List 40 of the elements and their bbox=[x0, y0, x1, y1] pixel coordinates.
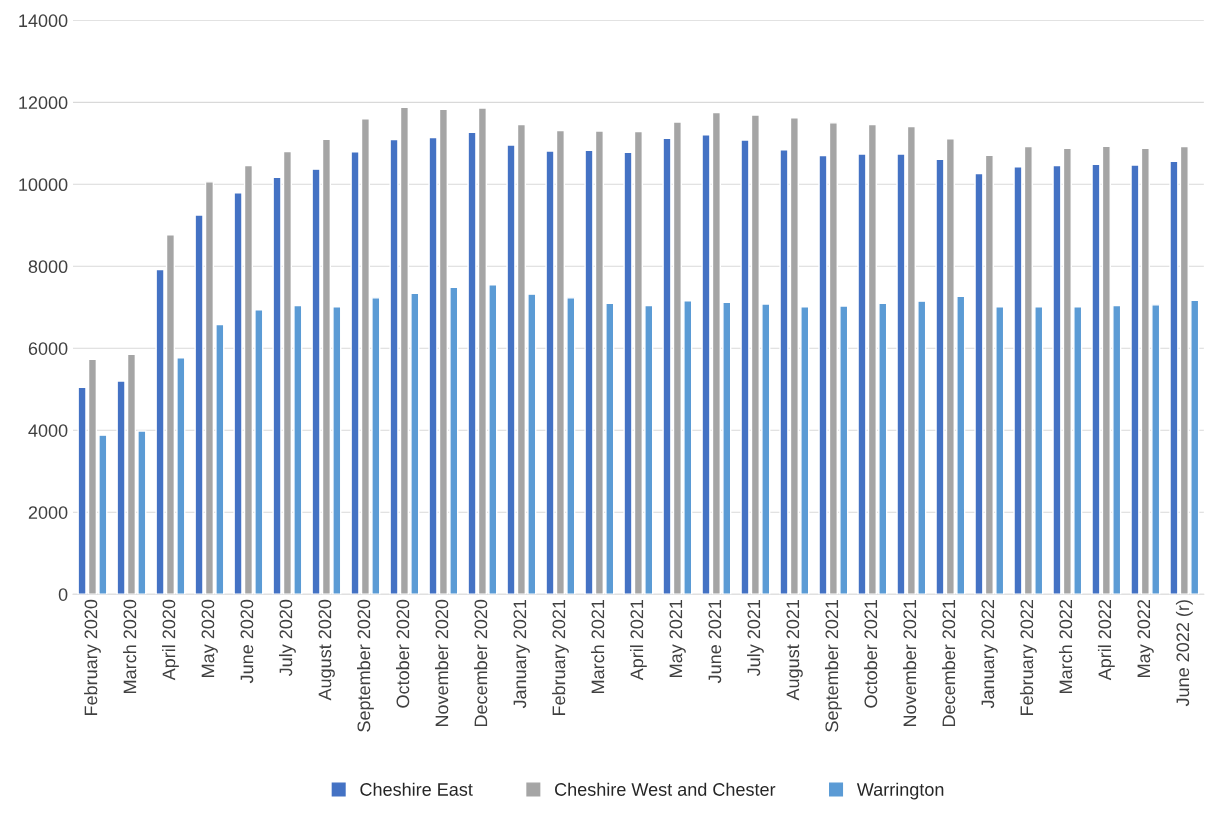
legend-label: Warrington bbox=[856, 782, 944, 800]
x-tick-label: August 2020 bbox=[318, 599, 335, 701]
y-tick-label: 2000 bbox=[28, 506, 68, 519]
legend-label: Cheshire East bbox=[360, 782, 473, 796]
x-tick-label: February 2021 bbox=[551, 599, 569, 716]
x-tick-label: August 2021 bbox=[786, 599, 803, 701]
x-tick-label: May 2022 bbox=[1137, 599, 1154, 677]
x-tick-label: January 2021 bbox=[513, 599, 530, 709]
legend-label: Cheshire West and Chester bbox=[555, 782, 776, 796]
x-tick-label: November 2020 bbox=[435, 599, 449, 727]
x-tick-label: April 2021 bbox=[629, 599, 647, 681]
x-tick-label: June 2020 bbox=[240, 599, 254, 684]
x-tick-label: October 2020 bbox=[396, 599, 410, 708]
x-tick-label: July 2021 bbox=[746, 599, 764, 677]
x-tick-label: February 2022 bbox=[1019, 599, 1037, 716]
x-tick-label: September 2021 bbox=[824, 599, 842, 732]
x-tick-label: October 2021 bbox=[863, 599, 878, 708]
y-tick-label: 8000 bbox=[28, 260, 68, 274]
x-tick-label: June 2021 bbox=[708, 599, 722, 684]
x-tick-label: November 2021 bbox=[902, 599, 917, 727]
x-tick-label: May 2020 bbox=[201, 599, 218, 677]
x-tick-label: April 2020 bbox=[162, 599, 179, 681]
y-tick-label: 10000 bbox=[19, 178, 68, 192]
y-tick-label: 4000 bbox=[28, 424, 68, 437]
x-tick-label: July 2020 bbox=[279, 599, 296, 677]
y-tick-label: 6000 bbox=[28, 342, 68, 355]
x-tick-label: March 2021 bbox=[590, 599, 605, 693]
x-tick-label: May 2021 bbox=[669, 599, 686, 677]
y-tick-label: 0 bbox=[58, 588, 68, 601]
x-tick-label: December 2021 bbox=[941, 599, 956, 727]
x-tick-label: April 2022 bbox=[1097, 599, 1115, 681]
x-tick-label: June 2022 (r) bbox=[1175, 600, 1193, 707]
x-tick-label: March 2022 bbox=[1058, 599, 1073, 693]
x-tick-label: September 2020 bbox=[357, 599, 374, 732]
x-tick-label: January 2022 bbox=[981, 599, 998, 709]
x-tick-label: February 2020 bbox=[84, 599, 101, 716]
y-tick-label: 12000 bbox=[19, 96, 68, 110]
x-tick-label: March 2020 bbox=[123, 599, 137, 693]
y-tick-label: 14000 bbox=[19, 14, 68, 28]
x-tick-label: December 2020 bbox=[474, 599, 488, 727]
